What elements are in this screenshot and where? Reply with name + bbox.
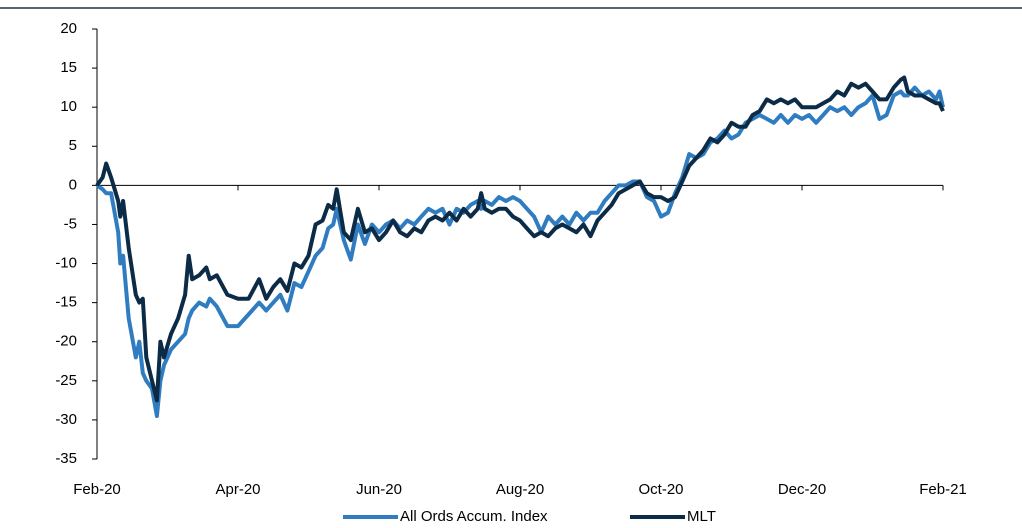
y-tick-label: -30 <box>55 411 77 428</box>
x-tick-label: Apr-20 <box>215 481 260 498</box>
x-tick-label: Dec-20 <box>778 481 826 498</box>
x-tick-label: Oct-20 <box>638 481 683 498</box>
series-line <box>95 85 945 418</box>
y-tick-label: -20 <box>55 333 77 350</box>
series-line <box>95 75 945 403</box>
y-tick-label: 10 <box>60 98 77 115</box>
legend-label: MLT <box>687 508 716 525</box>
legend-label: All Ords Accum. Index <box>400 508 548 525</box>
x-tick-label: Jun-20 <box>356 481 402 498</box>
x-tick-label: Feb-20 <box>73 481 121 498</box>
y-tick-label: -10 <box>55 255 77 272</box>
y-tick-label: -5 <box>64 215 77 232</box>
y-tick-label: -35 <box>55 450 77 467</box>
y-tick-label: 15 <box>60 59 77 76</box>
x-tick-label: Feb-21 <box>919 481 967 498</box>
y-tick-label: 0 <box>69 176 77 193</box>
y-tick-label: 5 <box>69 137 77 154</box>
y-tick-label: -25 <box>55 372 77 389</box>
y-tick-label: -15 <box>55 294 77 311</box>
y-tick-label: 20 <box>60 20 77 37</box>
x-tick-label: Aug-20 <box>496 481 544 498</box>
